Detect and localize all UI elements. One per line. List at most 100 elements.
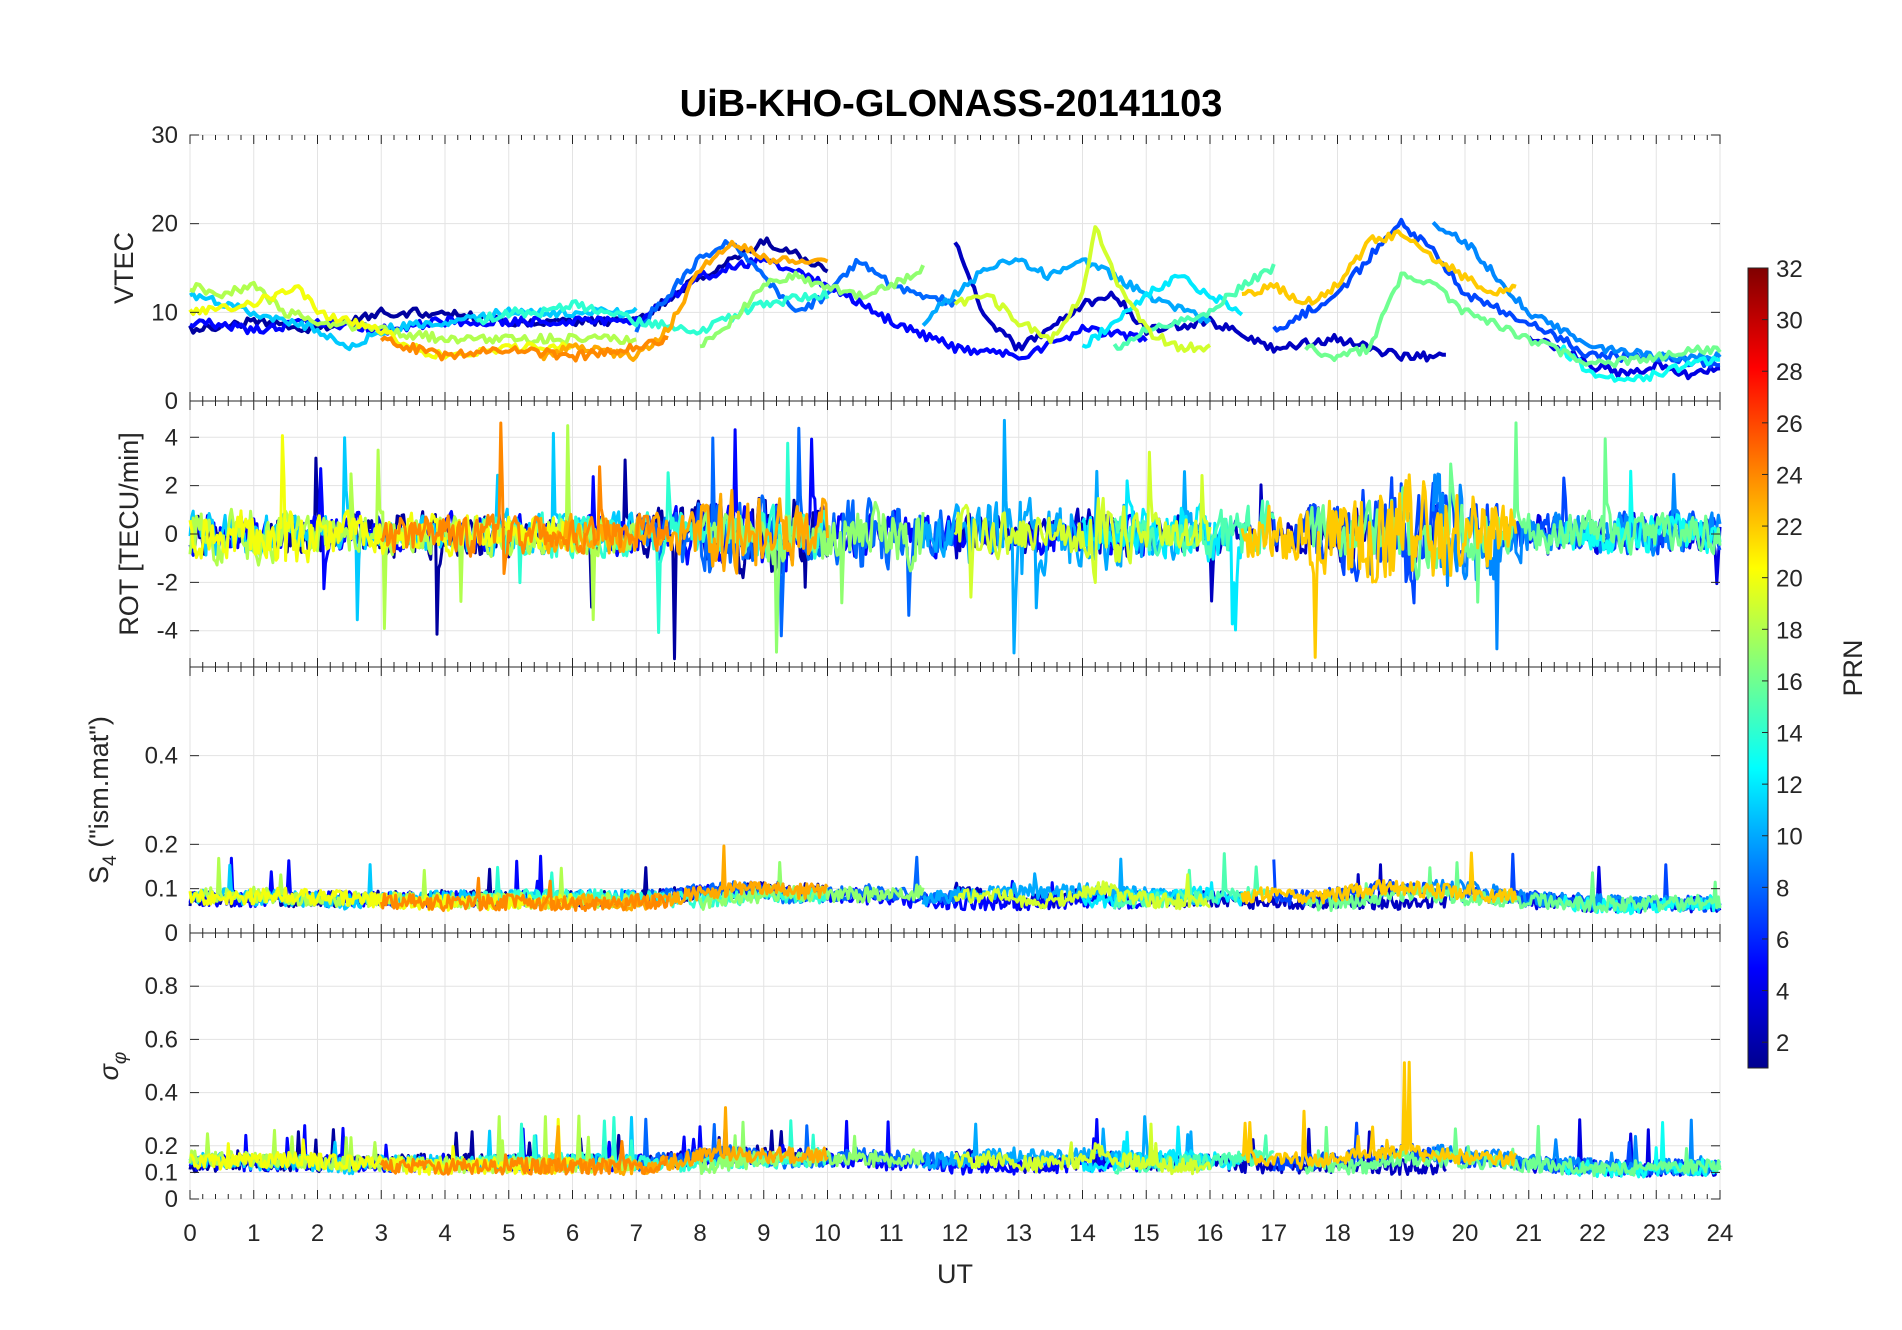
colorbar-scale <box>1747 267 1769 1069</box>
prn-trace <box>1240 1060 1518 1170</box>
colorbar-tick-label: 12 <box>1776 772 1803 799</box>
x-tick-label: 4 <box>438 1220 451 1247</box>
colorbar-tick-label: 30 <box>1776 308 1803 335</box>
x-tick-label: 0 <box>183 1220 196 1247</box>
x-axis-ticks: 0 1 2 3 4 5 6 7 8 9 10 11 12 13 14 15 16 17 18 19 20 21 22 23 24 <box>183 1220 1733 1247</box>
prn-trace <box>1081 273 1244 349</box>
x-tick-label: 18 <box>1324 1220 1351 1247</box>
y-tick-label: 0 <box>165 920 178 947</box>
x-tick-label: 23 <box>1643 1220 1670 1247</box>
colorbar-tick-label: 10 <box>1776 824 1803 851</box>
rot-panel: -4 -2 0 2 4 ROT [TECU/min] <box>114 400 1722 668</box>
prn-trace <box>1112 263 1276 351</box>
y-tick-label: 0 <box>165 1186 178 1213</box>
x-tick-label: 13 <box>1005 1220 1032 1247</box>
x-tick-label: 9 <box>757 1220 770 1247</box>
x-tick-label: 3 <box>375 1220 388 1247</box>
y-tick-label: -4 <box>157 618 178 645</box>
y-tick-label: 0.6 <box>145 1026 178 1053</box>
colorbar-tick-label: 22 <box>1776 514 1803 541</box>
y-tick-label: 0.1 <box>145 876 178 903</box>
panel-ylabel: VTEC <box>109 232 139 304</box>
prn-trace <box>953 1122 1212 1176</box>
x-tick-label: 7 <box>630 1220 643 1247</box>
x-tick-label: 19 <box>1388 1220 1415 1247</box>
y-tick-label: 0.4 <box>145 1080 178 1107</box>
sigma-phi-panel: 00.10.2 0.4 0.6 0.8 σφ <box>94 932 1722 1213</box>
y-tick-label: 0.2 <box>145 831 178 858</box>
colorbar-tick-label: 32 <box>1776 256 1803 283</box>
x-tick-label: 10 <box>814 1220 841 1247</box>
colorbar-tick-label: 26 <box>1776 411 1803 438</box>
x-tick-label: 12 <box>942 1220 969 1247</box>
prn-trace <box>189 1117 574 1176</box>
prn-trace <box>953 873 1211 911</box>
prn-trace <box>538 239 829 362</box>
x-tick-label: 5 <box>502 1220 515 1247</box>
x-tick-label: 11 <box>879 1220 904 1247</box>
y-tick-label: 0.8 <box>145 973 178 1000</box>
prn-trace <box>188 284 574 360</box>
prn-trace <box>1240 851 1518 905</box>
y-tick-label: 0.4 <box>145 743 178 770</box>
prn-trace <box>953 450 1212 599</box>
x-tick-label: 8 <box>693 1220 706 1247</box>
s4-label-rest: ("ism.mat") <box>84 716 114 855</box>
y-tick-label: -2 <box>157 569 178 596</box>
prn-trace <box>634 426 957 638</box>
prn-trace <box>634 239 957 333</box>
panel-ylabel: σφ <box>94 1052 131 1081</box>
x-tick-label: 2 <box>311 1220 324 1247</box>
y-tick-label: 4 <box>165 424 178 451</box>
x-tick-label: 6 <box>566 1220 579 1247</box>
prn-trace <box>539 844 829 912</box>
colorbar-tick-label: 16 <box>1776 669 1803 696</box>
prn-trace <box>380 421 670 575</box>
panel-ylabel: S4 ("ism.mat") <box>84 716 121 884</box>
colorbar-label: PRN <box>1838 639 1868 696</box>
y-tick-label: 0.1 <box>145 1159 178 1186</box>
colorbar-tick-label: 18 <box>1776 617 1803 644</box>
prn-trace <box>1081 881 1244 909</box>
x-tick-label: 20 <box>1452 1220 1479 1247</box>
sigma-symbol: σ <box>94 1062 124 1080</box>
y-tick-label: 0 <box>165 521 178 548</box>
x-tick-label: 21 <box>1515 1220 1542 1247</box>
x-tick-label: 16 <box>1197 1220 1224 1247</box>
x-tick-label: 14 <box>1069 1220 1096 1247</box>
y-tick-label: 2 <box>165 473 178 500</box>
y-tick-label: 0.2 <box>145 1133 178 1160</box>
prn-trace <box>1113 499 1276 559</box>
y-tick-label: 10 <box>151 299 178 326</box>
colorbar-tick-label: 28 <box>1776 359 1803 386</box>
panel-ylabel: ROT [TECU/min] <box>114 432 144 636</box>
prn-trace <box>921 257 1212 327</box>
prn-trace <box>1559 469 1722 555</box>
chart-title: UiB-KHO-GLONASS-20141103 <box>680 83 1223 125</box>
prn-trace <box>1558 344 1721 383</box>
colorbar-tick-label: 8 <box>1776 875 1789 902</box>
x-tick-label: 1 <box>247 1220 260 1247</box>
y-tick-label: 20 <box>151 211 178 238</box>
colorbar-tick-label: 24 <box>1776 462 1803 489</box>
sigma-subscript: φ <box>110 1052 131 1064</box>
prn-trace <box>379 1140 669 1176</box>
colorbar-tick-label: 20 <box>1776 566 1803 593</box>
y-tick-label: 30 <box>151 122 178 149</box>
s4-panel: 0 0.1 0.2 0.4 S4 ("ism.mat") <box>84 666 1722 947</box>
x-tick-label: 15 <box>1133 1220 1160 1247</box>
colorbar-tick-label: 4 <box>1776 979 1789 1006</box>
x-tick-label: 24 <box>1707 1220 1734 1247</box>
vtec-panel: 0 10 20 30 VTEC <box>109 122 1722 415</box>
prn-trace <box>188 434 574 564</box>
prn-trace <box>1304 271 1722 369</box>
prn-trace <box>476 288 830 336</box>
colorbar-tick-label: 2 <box>1776 1030 1789 1057</box>
prn-trace <box>1240 473 1518 659</box>
s4-symbol: S <box>84 866 114 884</box>
prn-trace <box>953 225 1212 354</box>
x-tick-label: 22 <box>1579 1220 1606 1247</box>
prn-trace <box>1241 229 1517 306</box>
x-axis-label: UT <box>937 1259 973 1289</box>
